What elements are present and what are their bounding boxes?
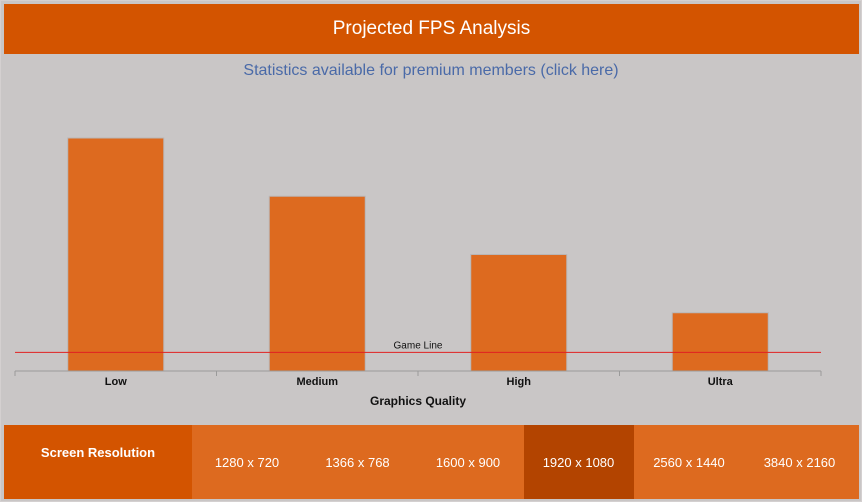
x-tick-label: Low [105, 376, 127, 388]
game-line-label: Game Line [394, 340, 443, 351]
fps-bar-chart: Low Medium High Ultra Game Line Graphics Qu… [14, 137, 822, 408]
resolution-option[interactable]: 1600 x 900 [435, 455, 501, 470]
panel-header: Projected FPS Analysis [4, 4, 859, 54]
resolution-option[interactable]: 1280 x 720 [214, 455, 280, 470]
x-tick-label: High [507, 376, 532, 388]
resolution-option[interactable]: 3840 x 2160 [763, 455, 836, 470]
x-axis-title: Graphics Quality [370, 394, 466, 408]
bars-group [67, 137, 769, 372]
bar-medium [268, 195, 366, 372]
x-tick-label: Medium [296, 376, 338, 388]
premium-link[interactable]: Statistics available for premium members… [243, 62, 619, 79]
bar-low [67, 137, 165, 372]
panel-title: Projected FPS Analysis [332, 18, 531, 39]
resolution-option[interactable]: 2560 x 1440 [653, 455, 725, 470]
resolution-label: Screen Resolution [4, 425, 192, 499]
resolution-option[interactable]: 1366 x 768 [325, 455, 390, 470]
resolution-bar: Screen Resolution 1280 x 720 1366 x 768 16… [4, 425, 859, 499]
x-ticks-group: Low Medium High Ultra [14, 371, 822, 388]
bar-high [470, 254, 568, 372]
resolution-option[interactable]: 1920 x 1080 [523, 425, 634, 499]
bar-ultra [671, 312, 769, 372]
x-tick-label: Ultra [708, 376, 734, 388]
